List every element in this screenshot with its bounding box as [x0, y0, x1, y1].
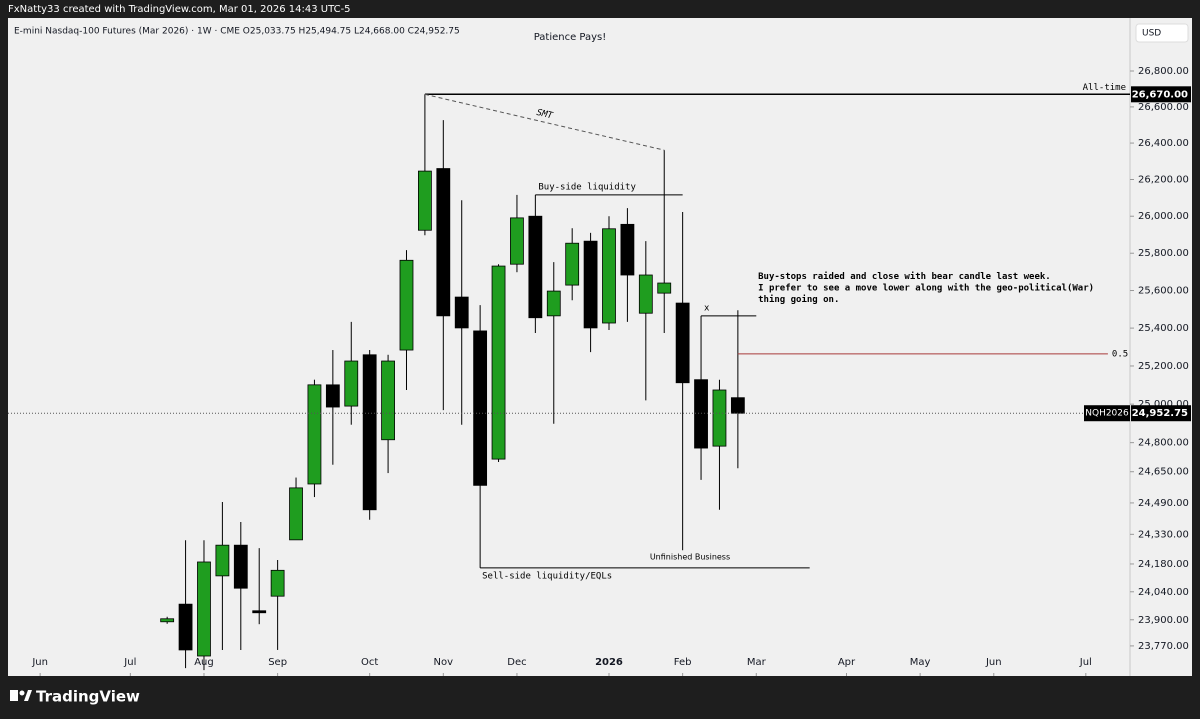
level-text: Sell-side liquidity/EQLs — [482, 571, 612, 581]
candle-body — [307, 384, 322, 485]
y-tick-label: 23,900.00 — [1138, 615, 1189, 626]
chart-title: Patience Pays! — [534, 32, 607, 43]
y-tick-label: 26,000.00 — [1138, 211, 1189, 222]
level-text: 0.5 — [1112, 349, 1128, 359]
candle-body — [454, 296, 469, 329]
candle-body — [215, 544, 230, 577]
last-price-box — [1131, 405, 1191, 422]
x-tick-label: Mar — [747, 657, 767, 668]
level-price-box — [1131, 86, 1191, 103]
x-tick-label: Jun — [985, 657, 1002, 668]
plot: All-time Buy-side liquidity Sell-side liqu… — [160, 83, 1130, 671]
level-text: All-time — [1083, 83, 1126, 93]
y-tick-label: 24,490.00 — [1138, 498, 1189, 509]
y-tick-label: 26,600.00 — [1138, 102, 1189, 113]
logo — [10, 690, 32, 701]
candle-body — [381, 360, 395, 441]
y-tick-label: 26,400.00 — [1138, 138, 1189, 149]
candle-body — [657, 282, 672, 294]
level-text: Buy-side liquidity — [538, 182, 636, 192]
candle-body — [178, 603, 193, 651]
candle-body — [289, 487, 303, 541]
candle-body — [270, 569, 285, 597]
y-tick-label: 24,330.00 — [1138, 529, 1189, 540]
candle-body — [473, 330, 488, 486]
y-tick-label: 24,800.00 — [1138, 438, 1189, 449]
candle-body — [436, 168, 451, 317]
candle-body — [565, 242, 580, 286]
symbol-box — [1084, 405, 1130, 422]
candle-body — [197, 561, 211, 657]
y-tick-label: 25,400.00 — [1138, 323, 1189, 334]
y-tick-label: 25,200.00 — [1138, 361, 1189, 372]
candle-body — [712, 389, 727, 447]
y-tick-label: 25,000.00 — [1138, 399, 1189, 410]
x-tick-label: 2026 — [595, 657, 623, 668]
brand: TradingView — [36, 688, 140, 706]
y-tick-label: 24,650.00 — [1138, 467, 1189, 478]
candle-body — [602, 228, 616, 324]
candle-body — [344, 360, 359, 407]
y-tick-label: 24,180.00 — [1138, 559, 1189, 570]
trend-line — [424, 93, 665, 151]
candle-body — [546, 290, 561, 317]
candle-body — [694, 379, 708, 449]
candle-body — [491, 265, 506, 460]
note-line: Buy-stops raided and close with bear can… — [758, 271, 1051, 282]
x-tick-label: Apr — [838, 657, 856, 668]
note-line: thing going on. — [758, 294, 839, 305]
candle-body — [583, 240, 598, 329]
y-tick-label: 26,200.00 — [1138, 175, 1189, 186]
level-price: 26,670.00 — [1132, 89, 1188, 100]
y-tick-label: 24,040.00 — [1138, 587, 1189, 598]
last-price: 24,952.75 — [1132, 408, 1188, 419]
symbol-line: E-mini Nasdaq-100 Futures (Mar 2026) · 1… — [14, 27, 460, 37]
x-tick-label: Sep — [268, 657, 287, 668]
candle-body — [620, 223, 635, 276]
candle-body — [325, 384, 340, 408]
y-tick-label: 23,770.00 — [1138, 641, 1189, 652]
x-tick-label: Oct — [361, 657, 378, 668]
x-tick-label: Jun — [31, 657, 48, 668]
note-line: I prefer to see a move lower along with … — [758, 283, 1094, 294]
author-line: FxNatty33 created with TradingView.com, … — [8, 4, 351, 15]
x-tick-label: Jul — [123, 657, 136, 668]
candle-body — [252, 610, 267, 614]
candle-body — [233, 544, 248, 589]
y-tick-label: 25,800.00 — [1138, 248, 1189, 259]
y-tick-label: 25,600.00 — [1138, 286, 1189, 297]
x-tick-label: Aug — [194, 657, 214, 668]
y-tick-label: 26,800.00 — [1138, 66, 1189, 77]
candle-body — [730, 397, 745, 414]
trend-text: SMT — [535, 108, 554, 122]
symbol: NQH2026 — [1085, 409, 1129, 419]
candle-body — [160, 618, 175, 623]
currency[interactable]: USD — [1142, 29, 1161, 39]
candle-body — [362, 354, 377, 511]
candle-body — [510, 217, 524, 265]
candle-body — [399, 259, 414, 351]
x-tick-label: Nov — [434, 657, 454, 668]
x-tick-label: Jul — [1079, 657, 1092, 668]
x-tick-label: May — [910, 657, 931, 668]
candle-body — [675, 302, 690, 384]
level-text: x — [704, 303, 710, 313]
candle-body — [418, 170, 432, 231]
x-tick-label: Feb — [674, 657, 692, 668]
candle-body — [528, 215, 543, 319]
candle-body — [638, 274, 653, 314]
x-tick-label: Dec — [507, 657, 526, 668]
currency-box[interactable] — [1135, 23, 1189, 43]
note: Unfinished Business — [650, 553, 730, 562]
